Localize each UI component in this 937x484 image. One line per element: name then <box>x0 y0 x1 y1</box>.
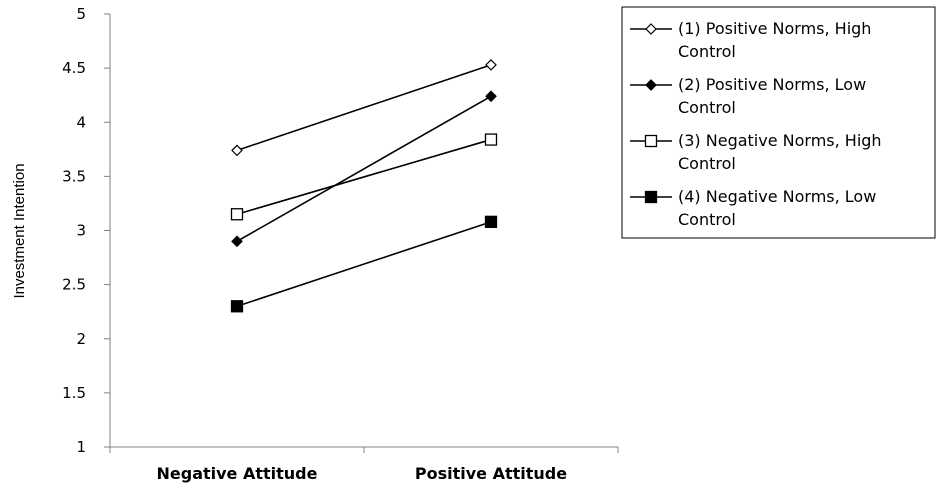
y-tick-label: 5 <box>76 5 86 23</box>
y-tick-labels: 1 1.5 2 2.5 3 3.5 4 4.5 5 <box>62 5 86 456</box>
data-point <box>231 144 243 157</box>
legend-label: Control <box>678 154 736 173</box>
legend-marker <box>644 134 658 148</box>
y-axis-title: Investment Intention <box>11 163 28 298</box>
data-point <box>485 90 497 103</box>
legend-label: (3) Negative Norms, High <box>678 131 882 150</box>
legend-marker <box>645 23 657 35</box>
axes <box>104 13 619 453</box>
y-tick-label: 3 <box>76 222 86 240</box>
legend-item-4: (4) Negative Norms, Low Control <box>630 187 876 229</box>
legend-marker <box>644 190 658 204</box>
data-point <box>230 208 244 221</box>
legend-marker <box>645 79 657 91</box>
series-3 <box>230 133 498 221</box>
series-layer <box>230 59 498 313</box>
series-4 <box>230 215 498 313</box>
x-category-labels: Negative Attitude Positive Attitude <box>157 464 568 483</box>
legend-label: Control <box>678 42 736 61</box>
legend-label: (1) Positive Norms, High <box>678 19 871 38</box>
series-line <box>236 138 492 216</box>
legend-label: (2) Positive Norms, Low <box>678 75 866 94</box>
legend-label: Control <box>678 210 736 229</box>
x-category-label: Negative Attitude <box>157 464 318 483</box>
y-tick-label: 1 <box>76 438 86 456</box>
legend-label: (4) Negative Norms, Low <box>678 187 876 206</box>
series-line <box>236 95 492 243</box>
data-point <box>230 300 244 313</box>
legend-item-2: (2) Positive Norms, Low Control <box>630 75 866 117</box>
data-point <box>484 215 498 228</box>
data-point <box>231 235 243 248</box>
data-point <box>484 133 498 146</box>
y-tick-label: 4.5 <box>62 59 86 77</box>
y-tick-label: 2.5 <box>62 276 86 294</box>
series-2 <box>231 90 497 248</box>
x-category-label: Positive Attitude <box>415 464 567 483</box>
series-line <box>236 64 492 152</box>
y-tick-label: 2 <box>76 330 86 348</box>
y-tick-label: 1.5 <box>62 384 86 402</box>
data-point <box>485 59 497 71</box>
legend-label: Control <box>678 98 736 117</box>
y-tick-label: 4 <box>76 113 86 131</box>
series-line <box>236 221 492 308</box>
series-1 <box>231 59 497 157</box>
legend-item-1: (1) Positive Norms, High Control <box>630 19 871 61</box>
y-tick-label: 3.5 <box>62 167 86 185</box>
legend-box <box>621 6 936 239</box>
legend-item-3: (3) Negative Norms, High Control <box>630 131 882 173</box>
